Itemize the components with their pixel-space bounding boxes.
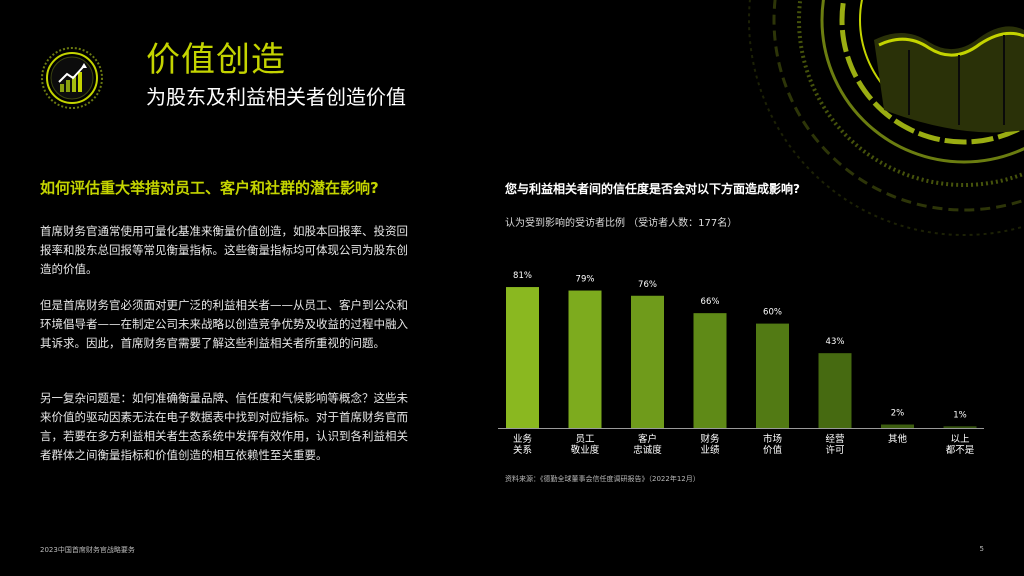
- value-label-5: 43%: [826, 337, 845, 347]
- category-label-3-0: 财务: [700, 433, 720, 445]
- value-label-2: 76%: [638, 280, 657, 290]
- category-label-0-0: 业务: [513, 433, 533, 445]
- page-number: 5: [979, 545, 984, 553]
- category-label-7-1: 都不是: [946, 445, 975, 456]
- category-label-0-1: 关系: [513, 444, 532, 456]
- chart-subtitle: 认为受到影响的受访者比例 （受访者人数：177名）: [505, 218, 738, 229]
- bar-5: [818, 353, 852, 428]
- paragraph-1: 首席财务官通常使用可量化基准来衡量价值创造，如股本回报率、投资回报率和股东总回报…: [40, 224, 408, 276]
- paragraph-3: 另一复杂问题是：如何准确衡量品牌、信任度和气候影响等概念？这些未来价值的驱动因素…: [40, 391, 408, 462]
- bar-4: [756, 323, 789, 428]
- page-title: 价值创造: [146, 40, 286, 80]
- value-creation-logo: [41, 47, 103, 109]
- bar-0: [506, 287, 539, 428]
- chart-title: 您与利益相关者间的信任度是否会对以下方面造成影响?: [505, 182, 800, 196]
- category-label-3-1: 业绩: [700, 444, 720, 456]
- value-label-4: 60%: [763, 308, 782, 318]
- page-subtitle: 为股东及利益相关者创造价值: [146, 85, 406, 109]
- bar-6: [881, 424, 914, 428]
- bar-3: [693, 313, 727, 428]
- category-label-1-1: 敬业度: [571, 444, 600, 456]
- footer-text: 2023中国首席财务官战略要务: [40, 546, 135, 554]
- value-label-1: 79%: [576, 275, 595, 285]
- value-label-0: 81%: [513, 271, 532, 281]
- paragraph-2: 但是首席财务官必须面对更广泛的利益相关者——从员工、客户到公众和环境倡导者——在…: [40, 298, 408, 350]
- chart-source: 资料来源：《德勤全球董事会信任度调研报告》（2022年12月）: [505, 475, 700, 483]
- category-label-5-0: 经营: [825, 433, 844, 445]
- value-label-6: 2%: [891, 409, 905, 419]
- value-label-3: 66%: [701, 297, 720, 307]
- bar-1: [568, 290, 602, 428]
- category-label-2-0: 客户: [638, 433, 657, 445]
- category-label-1-0: 员工: [575, 434, 595, 445]
- category-label-6-0: 其他: [888, 433, 908, 445]
- category-label-5-1: 许可: [825, 444, 844, 456]
- bar-2: [631, 295, 664, 428]
- value-label-7: 1%: [953, 410, 967, 420]
- category-label-4-0: 市场: [763, 433, 782, 445]
- decorative-rings: [748, 0, 1024, 236]
- bar-7: [943, 426, 977, 428]
- category-label-2-1: 忠诚度: [633, 444, 662, 456]
- section-question: 如何评估重大举措对员工、客户和社群的潜在影响?: [40, 179, 379, 197]
- category-label-4-1: 价值: [763, 444, 783, 456]
- category-label-7-0: 以上: [950, 434, 970, 445]
